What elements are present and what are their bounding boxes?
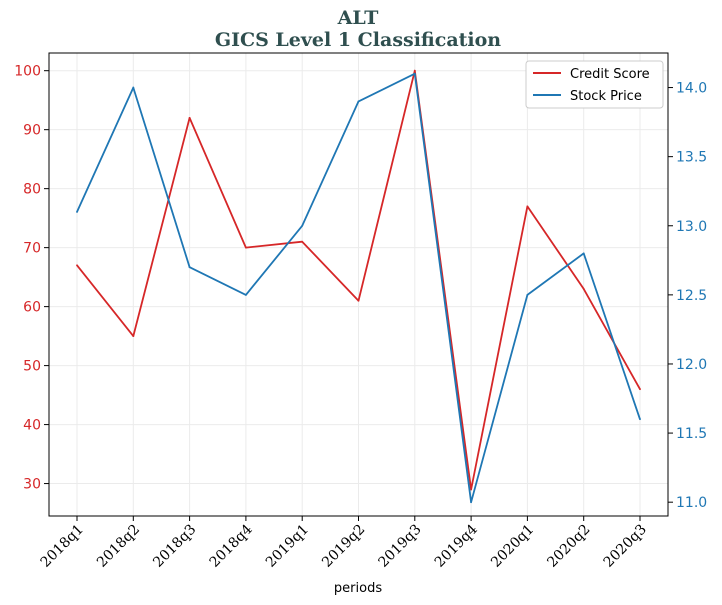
data-point-stock-price [639,418,641,421]
chart-title: ALT [337,7,379,29]
data-point-credit-score [132,335,135,338]
left-tick-label: 90 [23,123,41,139]
data-point-credit-score [76,264,78,267]
data-point-stock-price [301,224,304,227]
series-lines [76,69,641,504]
left-tick-label: 30 [23,477,41,493]
data-point-credit-score [526,205,529,208]
data-point-stock-price [245,293,247,296]
left-tick-label: 40 [23,418,41,434]
left-tick-label: 80 [23,182,41,198]
x-tick-label: 2020q3 [601,522,650,571]
x-tick-label: 2019q2 [319,522,368,571]
right-tick-label: 13.5 [676,150,707,166]
data-point-credit-score [582,288,585,290]
x-tick-label: 2018q3 [150,522,199,571]
data-point-credit-score [301,240,304,243]
data-point-credit-score [413,69,416,72]
right-tick-label: 14.0 [676,81,707,97]
data-point-stock-price [188,266,191,269]
legend: Credit Score Stock Price [525,60,664,109]
data-point-credit-score [357,299,360,302]
left-tick-label: 60 [23,300,41,316]
legend-label-credit-score: Credit Score [570,67,650,82]
right-tick-label: 12.5 [676,288,707,304]
legend-label-stock-price: Stock Price [570,89,642,104]
data-point-credit-score [245,246,247,249]
x-tick-label: 2019q4 [432,521,481,570]
x-tick-label: 2019q1 [263,522,312,571]
data-point-credit-score [188,116,191,119]
data-point-stock-price [526,293,529,296]
x-tick-label: 2018q1 [38,522,87,571]
left-tick-label: 50 [23,359,41,375]
right-tick-label: 11.0 [676,495,707,511]
grid [49,53,668,516]
data-point-stock-price [470,501,472,504]
right-tick-label: 11.5 [676,426,707,442]
x-tick-label: 2020q1 [488,522,537,571]
data-point-credit-score [470,488,472,491]
right-tick-label: 13.0 [676,219,707,235]
data-point-stock-price [582,252,585,255]
right-tick-label: 12.0 [676,357,707,373]
x-tick-label: 2018q2 [94,522,143,571]
data-point-stock-price [413,72,416,75]
x-tick-label: 2019q3 [375,522,424,571]
x-tick-label: 2018q4 [207,521,256,570]
data-point-credit-score [639,388,641,391]
x-tick-label: 2020q2 [544,522,593,571]
x-axis-label: periods [334,581,382,596]
data-point-stock-price [357,100,360,103]
left-tick-label: 70 [23,241,41,257]
chart-subtitle: GICS Level 1 Classification [215,29,501,51]
left-tick-label: 100 [14,64,41,80]
data-point-stock-price [132,86,135,89]
data-point-stock-price [76,211,78,213]
